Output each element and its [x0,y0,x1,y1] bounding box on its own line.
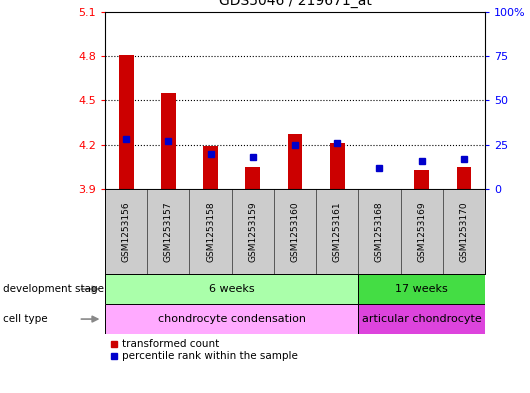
Bar [330,143,345,189]
Text: 17 weeks: 17 weeks [395,284,448,294]
Bar [456,167,471,189]
Text: GSM1253157: GSM1253157 [164,201,173,262]
Bar [288,134,303,189]
Title: GDS5046 / 219671_at: GDS5046 / 219671_at [218,0,372,8]
Text: GSM1253161: GSM1253161 [333,201,342,262]
Text: GSM1253159: GSM1253159 [248,201,257,262]
Bar [119,55,134,189]
Bar [414,170,429,189]
Text: 6 weeks: 6 weeks [209,284,254,294]
Bar [203,146,218,189]
Bar [358,274,485,304]
Text: chondrocyte condensation: chondrocyte condensation [157,314,306,324]
Text: articular chondrocyte: articular chondrocyte [362,314,482,324]
Text: development stage: development stage [3,284,104,294]
Text: GSM1253168: GSM1253168 [375,201,384,262]
Bar [358,304,485,334]
Text: GSM1253169: GSM1253169 [417,201,426,262]
Bar [105,274,358,304]
Text: GSM1253156: GSM1253156 [121,201,130,262]
Text: cell type: cell type [3,314,47,324]
Legend: transformed count, percentile rank within the sample: transformed count, percentile rank withi… [110,339,297,361]
Bar [245,167,260,189]
Text: GSM1253158: GSM1253158 [206,201,215,262]
Bar [161,93,176,189]
Text: GSM1253170: GSM1253170 [460,201,469,262]
Bar [105,304,358,334]
Text: GSM1253160: GSM1253160 [290,201,299,262]
